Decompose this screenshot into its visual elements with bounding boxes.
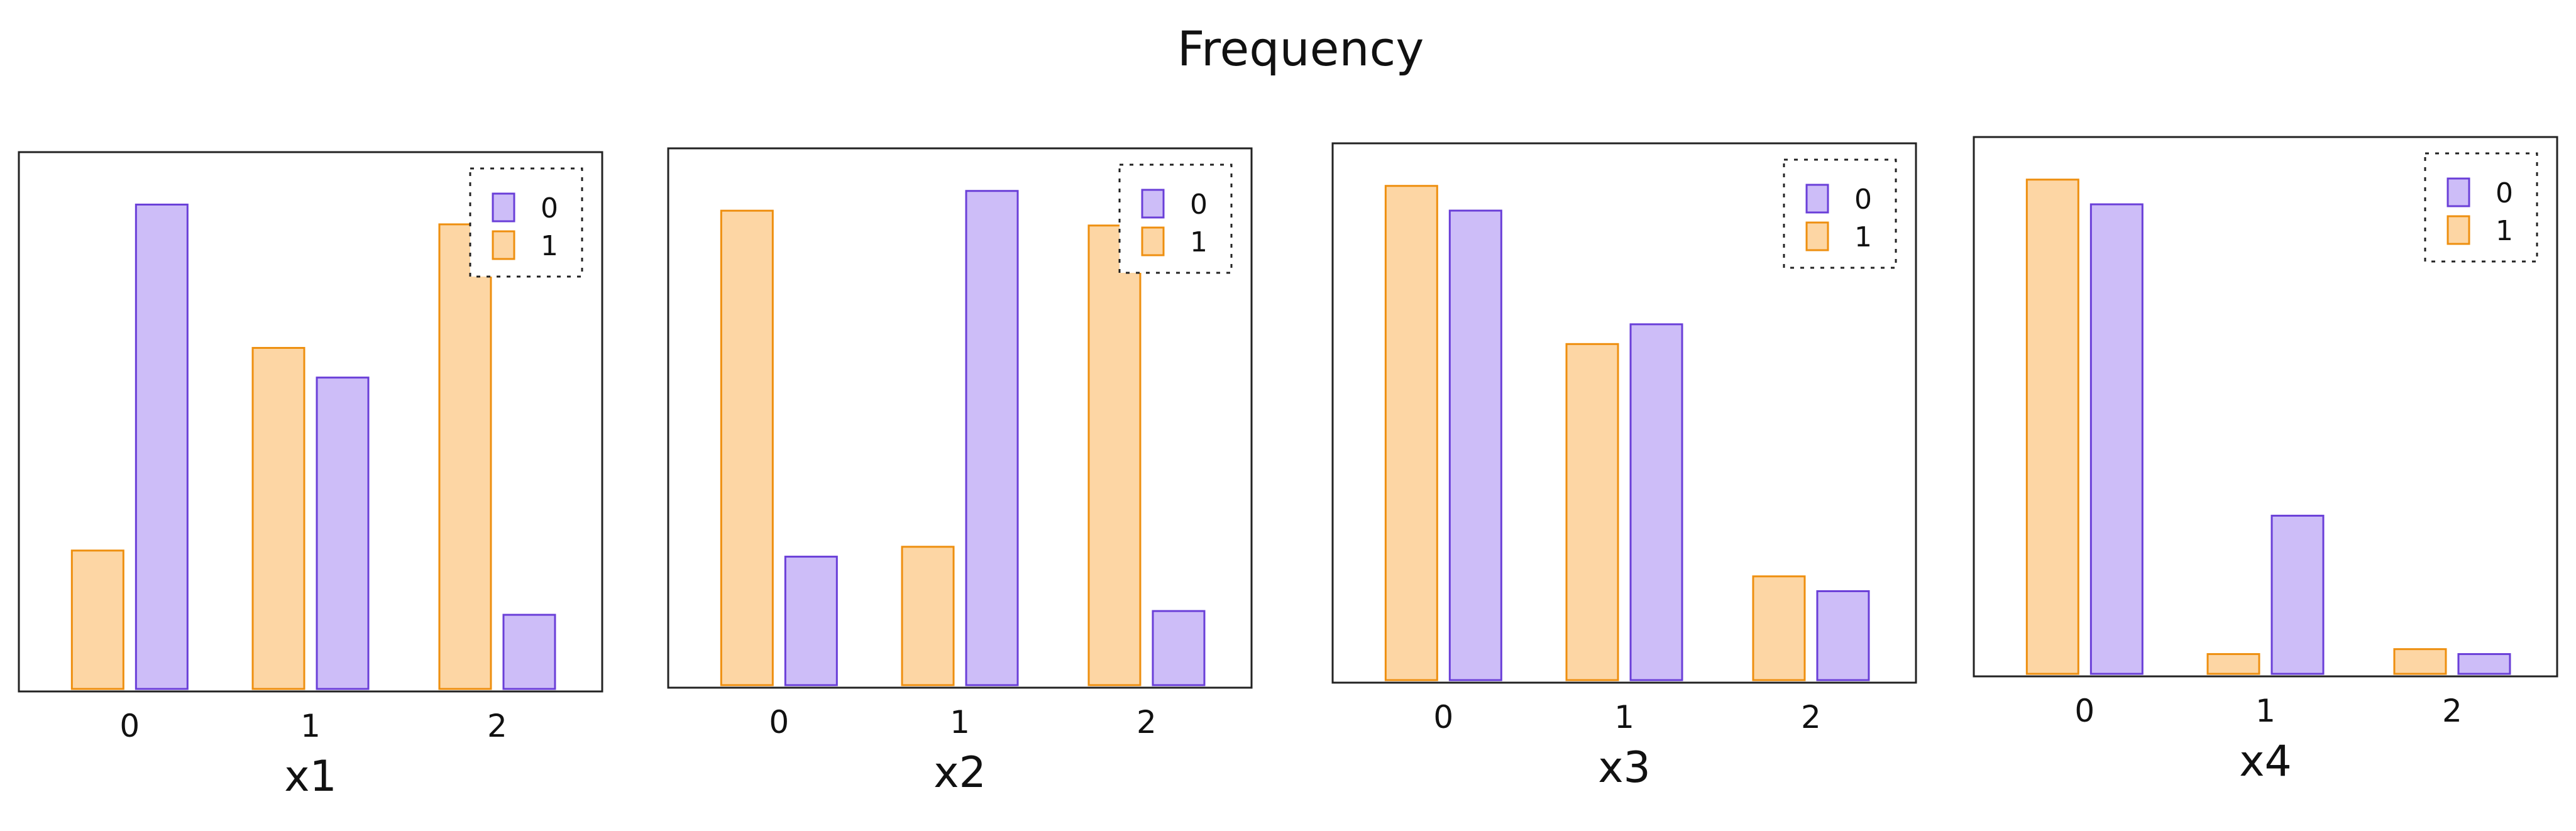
x-tick-label: 2 bbox=[2442, 693, 2462, 729]
x-tick-label: 1 bbox=[1614, 699, 1634, 735]
bar-x4-cat2-series1 bbox=[2393, 648, 2447, 675]
bar-x2-cat1-series0 bbox=[965, 190, 1019, 686]
legend-box bbox=[2424, 152, 2538, 263]
bar-x2-cat2-series0 bbox=[1152, 610, 1206, 686]
bar-x3-cat1-series1 bbox=[1565, 343, 1619, 681]
legend-swatch-1 bbox=[2447, 215, 2470, 245]
legend-swatch-0 bbox=[492, 192, 515, 223]
bar-x2-cat1-series1 bbox=[901, 546, 955, 686]
bar-x1-cat2-series1 bbox=[438, 223, 492, 690]
bar-x4-cat2-series0 bbox=[2457, 653, 2511, 675]
bar-x1-cat0-series1 bbox=[70, 549, 124, 690]
x-tick-label: 2 bbox=[1801, 699, 1821, 735]
legend-label-1: 1 bbox=[1854, 221, 1872, 253]
bar-x3-cat2-series0 bbox=[1816, 590, 1870, 681]
x-axis-label: x3 bbox=[1598, 743, 1651, 793]
x-tick-label: 1 bbox=[2255, 693, 2276, 729]
x-tick-label: 0 bbox=[769, 704, 789, 740]
legend: 01 bbox=[1783, 158, 1897, 269]
legend-label-0: 0 bbox=[1190, 189, 1208, 221]
bar-x3-cat2-series1 bbox=[1752, 575, 1806, 681]
x-tick-label: 1 bbox=[300, 708, 321, 744]
legend-swatch-0 bbox=[2447, 177, 2470, 207]
bar-x3-cat0-series0 bbox=[1448, 209, 1502, 681]
bar-x4-cat1-series1 bbox=[2206, 653, 2260, 675]
bar-x1-cat2-series0 bbox=[502, 614, 556, 690]
legend-label-1: 1 bbox=[541, 230, 558, 262]
bar-x2-cat2-series1 bbox=[1087, 224, 1142, 686]
x-axis-label: x1 bbox=[284, 752, 337, 801]
legend-box bbox=[1783, 158, 1897, 269]
legend-box bbox=[469, 167, 583, 278]
x-tick-label: 1 bbox=[950, 704, 970, 740]
bar-x1-cat1-series0 bbox=[316, 377, 370, 690]
bar-x3-cat1-series0 bbox=[1629, 323, 1683, 681]
x-axis-label: x4 bbox=[2239, 737, 2292, 786]
x-axis-label: x2 bbox=[933, 748, 986, 798]
legend-label-0: 0 bbox=[2496, 177, 2513, 209]
bar-x4-cat0-series0 bbox=[2089, 203, 2144, 675]
legend-box bbox=[1118, 163, 1233, 274]
bar-x4-cat1-series0 bbox=[2271, 514, 2325, 675]
legend-swatch-1 bbox=[1805, 221, 1829, 251]
bar-x4-cat0-series1 bbox=[2025, 179, 2079, 675]
bar-x2-cat0-series0 bbox=[784, 556, 838, 686]
x-tick-label: 0 bbox=[1433, 699, 1453, 735]
x-tick-label: 0 bbox=[2074, 693, 2094, 729]
legend-label-0: 0 bbox=[1854, 184, 1872, 216]
legend-label-0: 0 bbox=[541, 192, 558, 224]
legend-swatch-0 bbox=[1141, 189, 1165, 219]
legend-swatch-1 bbox=[1141, 226, 1165, 256]
legend-swatch-1 bbox=[492, 230, 515, 260]
x-tick-label: 2 bbox=[487, 708, 507, 744]
bar-x1-cat0-series0 bbox=[135, 203, 189, 690]
figure-title: Frequency bbox=[1177, 21, 1424, 77]
legend-label-1: 1 bbox=[2496, 215, 2513, 247]
bar-x2-cat0-series1 bbox=[720, 209, 774, 686]
bar-x1-cat1-series1 bbox=[251, 346, 305, 690]
legend-label-1: 1 bbox=[1190, 226, 1208, 258]
x-tick-label: 2 bbox=[1137, 704, 1157, 740]
legend: 01 bbox=[1118, 163, 1233, 274]
legend: 01 bbox=[469, 167, 583, 278]
legend-swatch-0 bbox=[1805, 184, 1829, 214]
bar-x3-cat0-series1 bbox=[1384, 185, 1438, 681]
legend: 01 bbox=[2424, 152, 2538, 263]
x-tick-label: 0 bbox=[119, 708, 140, 744]
